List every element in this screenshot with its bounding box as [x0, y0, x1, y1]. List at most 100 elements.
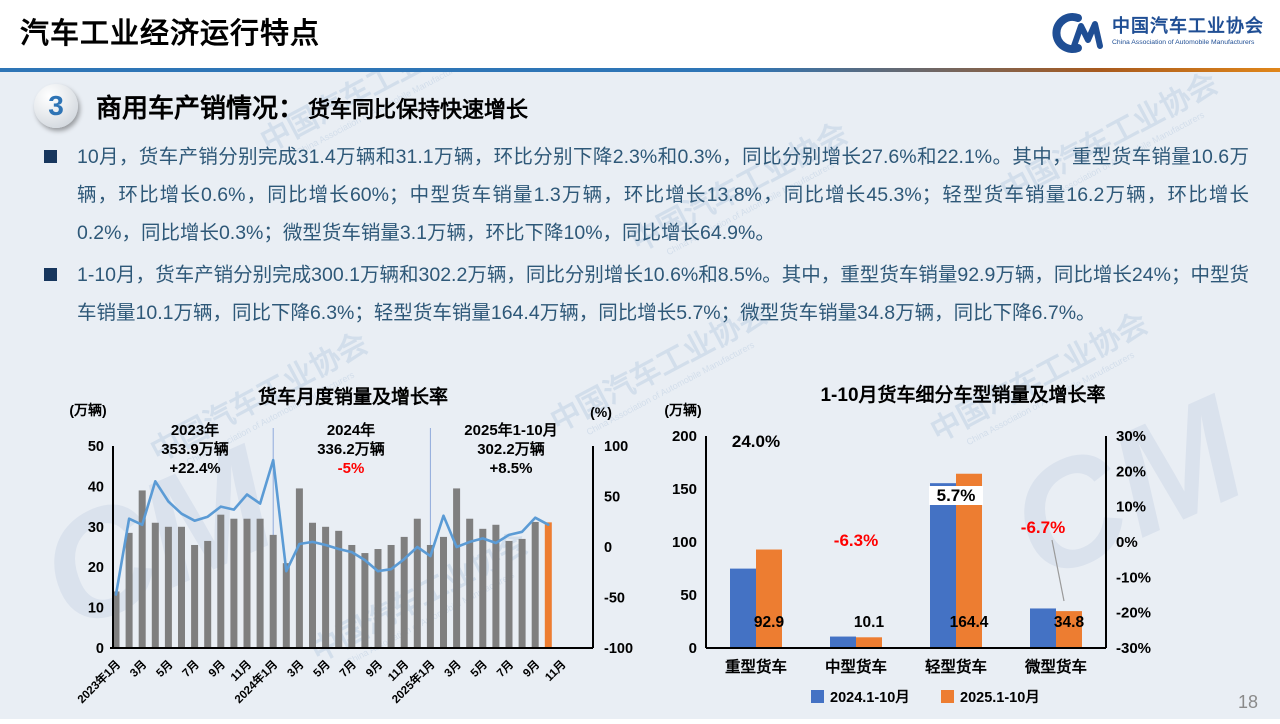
sales-bars	[112, 488, 552, 648]
caam-logo: 中国汽车工业协会 China Association of Automobile…	[1048, 10, 1264, 54]
bullet-text: 10月，货车产销分别完成31.4万辆和31.1万辆，环比分别下降2.3%和0.3…	[77, 146, 1249, 244]
bar-2025	[1056, 611, 1082, 648]
month-bar	[204, 540, 212, 648]
x-tick-label: 5月	[468, 658, 490, 680]
monthly-sales-chart-svg: 货车月度销量及增长率 (万辆) (%) 0 10 20 30 40 50 -100 -50 0 50 10…	[69, 385, 633, 706]
svg-text:50: 50	[88, 439, 104, 455]
svg-text:-20%: -20%	[1116, 605, 1151, 622]
annotation-line: 2023年	[171, 421, 219, 439]
month-bar	[230, 518, 238, 648]
x-tick-label: 9月	[206, 658, 228, 680]
svg-text:30: 30	[88, 520, 104, 536]
growth-label: -6.3%	[834, 531, 878, 550]
month-bar	[138, 490, 146, 648]
bullet-square-icon	[44, 150, 57, 163]
value-label: 34.8	[1054, 614, 1085, 631]
logo-name-cn: 中国汽车工业协会	[1112, 16, 1264, 37]
x-tick-label: 2023年1月	[74, 657, 123, 706]
svg-text:(万辆): (万辆)	[69, 402, 106, 418]
yoy-growth-line	[114, 458, 550, 596]
value-label: 92.9	[754, 614, 785, 631]
segment-sales-chart: 1-10月货车细分车型销量及增长率 (万辆) 0 50 100 150 200 -30% -20…	[653, 383, 1258, 719]
month-bar	[256, 518, 264, 648]
month-bar	[361, 553, 369, 648]
month-bar	[505, 540, 513, 648]
month-bar	[531, 521, 539, 648]
growth-label: 5.7%	[937, 486, 976, 505]
caam-logo-icon	[1052, 13, 1103, 53]
month-bar	[466, 518, 474, 648]
month-bar	[191, 544, 199, 648]
section-heading-row: 3 商用车产销情况： 货车同比保持快速增长	[34, 84, 528, 128]
growth-label: -6.7%	[1021, 518, 1065, 537]
svg-text:-10%: -10%	[1116, 569, 1151, 586]
month-bar	[413, 518, 421, 648]
leader-line	[1051, 539, 1065, 602]
svg-text:0: 0	[96, 641, 104, 657]
svg-text:-30%: -30%	[1116, 640, 1151, 657]
bar-2024	[1030, 608, 1056, 648]
x-tick-label: 3月	[285, 658, 307, 680]
annotation-line: 2025年1-10月	[464, 421, 557, 439]
annotation-line: 2024年	[327, 421, 375, 439]
month-bar	[295, 488, 303, 648]
section-number-badge: 3	[34, 84, 78, 128]
bar-2024	[830, 636, 856, 648]
month-bar	[217, 514, 225, 648]
monthly-sales-chart: 货车月度销量及增长率 (万辆) (%) 0 10 20 30 40 50 -100 -50 0 50 10…	[58, 383, 643, 719]
segment-bars	[730, 473, 1082, 648]
x-tick-label: 5月	[311, 658, 333, 680]
x-tick-label: 5月	[154, 658, 176, 680]
bullet-square-icon	[44, 268, 57, 281]
value-label: 164.4	[950, 614, 989, 631]
x-tick-label: 7月	[180, 658, 202, 680]
month-bar	[269, 534, 277, 648]
page-number: 18	[1237, 692, 1258, 712]
month-bar	[164, 526, 172, 648]
legend-swatch-2024	[811, 690, 824, 703]
month-bar	[125, 532, 133, 648]
month-bar	[387, 544, 395, 648]
month-bar	[374, 549, 382, 648]
legend-swatch-2025	[941, 690, 954, 703]
month-bar	[440, 536, 447, 648]
svg-text:20: 20	[88, 560, 104, 576]
section-heading: 商用车产销情况：	[96, 92, 305, 123]
annotation-line: 336.2万辆	[317, 440, 385, 458]
page-title: 汽车工业经济运行特点	[20, 18, 321, 50]
svg-text:0%: 0%	[1116, 534, 1138, 551]
svg-text:100: 100	[672, 534, 697, 551]
month-bar	[426, 544, 434, 648]
svg-text:150: 150	[672, 481, 697, 498]
annotation-line: 302.2万辆	[477, 440, 545, 458]
month-bar	[243, 518, 251, 648]
x-tick-label: 9月	[520, 658, 542, 680]
label-backing	[929, 486, 983, 505]
month-bar	[518, 538, 526, 648]
month-bar	[400, 536, 408, 648]
x-tick-label: 11月	[543, 658, 569, 684]
x-tick-label: 7月	[337, 658, 359, 680]
svg-text:20%: 20%	[1116, 463, 1146, 480]
svg-text:200: 200	[672, 428, 697, 445]
svg-text:10%: 10%	[1116, 499, 1146, 516]
svg-text:50: 50	[604, 490, 620, 506]
month-bar	[282, 563, 290, 648]
category-label: 轻型货车	[925, 657, 987, 676]
month-bar	[544, 522, 552, 648]
value-label: 10.1	[854, 614, 885, 631]
svg-text:40: 40	[88, 479, 104, 495]
month-bar	[309, 522, 316, 648]
bar-2024	[730, 568, 756, 648]
category-label: 微型货车	[1024, 657, 1087, 676]
category-label: 重型货车	[725, 657, 787, 676]
bar-2024	[930, 483, 956, 648]
bullet-paragraph-october: 10月，货车产销分别完成31.4万辆和31.1万辆，环比分别下降2.3%和0.3…	[44, 138, 1249, 252]
month-bar	[492, 524, 500, 648]
bullet-text: 1-10月，货车产销分别完成300.1万辆和302.2万辆，同比分别增长10.6…	[77, 264, 1249, 324]
x-tick-label: 3月	[442, 658, 464, 680]
x-tick-label: 9月	[363, 658, 385, 680]
svg-text:30%: 30%	[1116, 428, 1146, 445]
svg-text:货车月度销量及增长率: 货车月度销量及增长率	[258, 385, 448, 408]
bar-2025	[856, 637, 882, 648]
